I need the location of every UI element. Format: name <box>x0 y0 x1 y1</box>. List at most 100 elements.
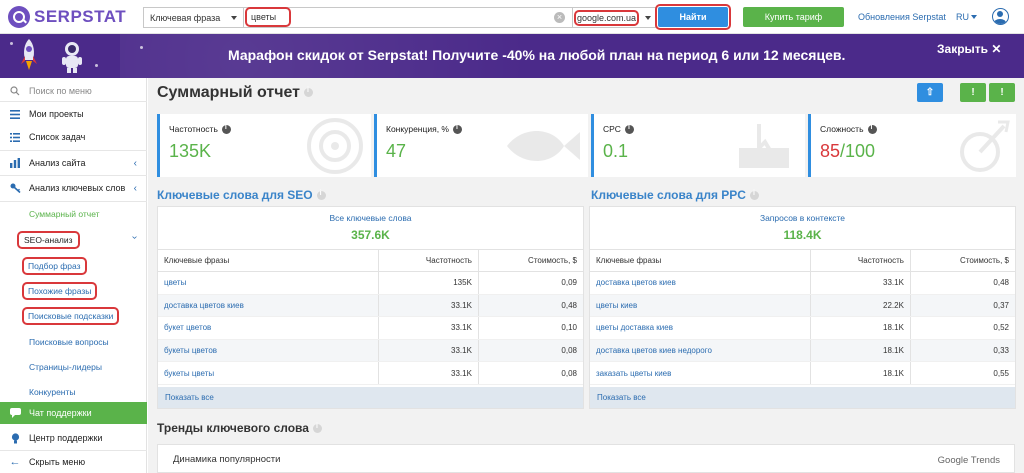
keyword-link[interactable]: заказать цветы киев <box>590 361 810 385</box>
sidebar-search-placeholder: Поиск по меню <box>29 86 92 96</box>
arrow-left-icon: ← <box>9 456 21 468</box>
sidebar-item-tasks[interactable]: Список задач <box>0 126 147 148</box>
feedback-button[interactable]: ! <box>989 83 1015 102</box>
ppc-show-all-link[interactable]: Показать все <box>590 387 1015 408</box>
hide-menu-button[interactable]: ← Скрыть меню <box>0 452 147 472</box>
target-icon <box>307 118 363 174</box>
keyword-link[interactable]: доставка цветов киев <box>590 271 810 295</box>
keyword-link[interactable]: цветы <box>158 271 378 295</box>
difficulty-value: 85 <box>820 141 841 161</box>
google-trends-logo: Google Trends <box>937 455 1000 466</box>
sidebar-item-label: Центр поддержки <box>29 433 103 443</box>
info-icon[interactable] <box>749 190 759 201</box>
language-value: RU <box>956 12 969 22</box>
language-select[interactable]: RU <box>956 12 977 22</box>
logo-text: SERPSTAT <box>34 7 127 26</box>
cost-cell: 0,09 <box>477 271 583 295</box>
search-type-label: Ключевая фраза <box>150 12 221 23</box>
sidebar-subitem-summary[interactable]: Суммарный отчет <box>29 209 100 219</box>
info-icon[interactable] <box>316 190 326 201</box>
arrow-target-icon <box>960 120 1010 172</box>
ppc-context-queries-link[interactable]: Запросов в контексте <box>759 213 846 223</box>
kpi-label: Сложность <box>820 124 877 135</box>
logo-icon <box>8 6 30 28</box>
info-icon[interactable] <box>312 423 322 434</box>
info-icon[interactable] <box>221 124 231 135</box>
serpstat-logo[interactable]: SERPSTAT <box>8 6 126 28</box>
keyword-link[interactable]: букеты цветов <box>158 339 378 363</box>
fish-icon <box>507 131 580 161</box>
top-bar: SERPSTAT Ключевая фраза цветы × google.c… <box>0 0 1024 34</box>
cost-cell: 0,55 <box>909 361 1015 385</box>
column-header[interactable]: Частотность <box>377 249 479 272</box>
info-icon[interactable] <box>304 87 314 98</box>
updates-link[interactable]: Обновления Serpstat <box>858 12 946 22</box>
sidebar-subitem-phrase-selection[interactable]: Подбор фраз <box>22 257 87 275</box>
column-header[interactable]: Стоимость, $ <box>909 249 1015 272</box>
star-decoration <box>95 64 98 67</box>
seo-show-all-link[interactable]: Показать все <box>158 387 583 408</box>
column-header[interactable]: Ключевые фразы <box>158 249 378 272</box>
list-icon <box>7 108 23 120</box>
column-header[interactable]: Ключевые фразы <box>590 249 810 272</box>
sidebar-item-site-analysis[interactable]: Анализ сайта ‹ <box>0 151 147 175</box>
seo-keywords-table: Ключевые фразы Частотность Стоимость, $ … <box>158 249 583 385</box>
table-row: доставка цветов киев 33.1K 0,48 <box>590 271 1015 295</box>
keyword-link[interactable]: букет цветов <box>158 316 378 340</box>
clear-icon[interactable]: × <box>554 12 565 23</box>
sidebar-subitem-seo-analysis[interactable]: SEO-анализ <box>17 231 80 249</box>
sidebar-search[interactable]: Поиск по меню <box>0 82 147 100</box>
upload-icon: ⇧ <box>925 87 935 98</box>
buy-plan-button[interactable]: Купить тариф <box>743 7 844 27</box>
search-type-select[interactable]: Ключевая фраза <box>144 8 244 27</box>
find-button[interactable]: Найти <box>655 4 731 30</box>
sidebar-subitem-similar-phrases[interactable]: Похожие фразы <box>21 282 98 300</box>
cursor-click-icon <box>739 124 789 168</box>
search-input[interactable]: цветы <box>245 7 291 27</box>
frequency-cell: 18.1K <box>809 361 911 385</box>
kpi-label: Частотность <box>169 124 231 135</box>
column-header[interactable]: Стоимость, $ <box>477 249 583 272</box>
info-icon[interactable] <box>624 124 634 135</box>
info-icon[interactable] <box>867 124 877 135</box>
table-header-row: Ключевые фразы Частотность Стоимость, $ <box>590 249 1015 272</box>
cost-cell: 0,08 <box>477 339 583 363</box>
sidebar-item-keyword-analysis[interactable]: Анализ ключевых слов ‹ <box>0 176 147 200</box>
seo-all-keywords-link[interactable]: Все ключевые слова <box>329 213 412 223</box>
user-icon[interactable] <box>992 8 1009 25</box>
frequency-cell: 33.1K <box>377 361 479 385</box>
sidebar-subitem-leader-pages[interactable]: Страницы-лидеры <box>29 362 102 372</box>
keyword-link[interactable]: цветы доставка киев <box>590 316 810 340</box>
chevron-left-icon: ‹ <box>133 157 137 169</box>
sidebar-subitem-search-suggestions[interactable]: Поисковые подсказки <box>21 307 120 325</box>
keyword-link[interactable]: цветы киев <box>590 294 810 318</box>
info-icon[interactable] <box>453 124 462 135</box>
sidebar: Поиск по меню Мои проекты Список задач А… <box>0 78 147 473</box>
table-row: цветы киев 22.2K 0,37 <box>590 294 1015 318</box>
kpi-value: 85/100 <box>820 141 875 162</box>
keyword-link[interactable]: доставка цветов киев <box>158 294 378 318</box>
divider <box>0 201 147 202</box>
kpi-value: 47 <box>386 141 407 161</box>
keyword-link[interactable]: букеты цветы <box>158 361 378 385</box>
banner-close-button[interactable]: Закрыть ✕ <box>937 42 1002 56</box>
export-button[interactable]: ⇧ <box>917 83 943 102</box>
database-select[interactable]: google.com.ua <box>572 8 655 27</box>
sidebar-item-projects[interactable]: Мои проекты <box>0 103 147 125</box>
banner-text: Марафон скидок от Serpstat! Получите -40… <box>228 47 846 63</box>
report-error-button[interactable]: ! <box>960 83 986 102</box>
keyword-link[interactable]: доставка цветов киев недорого <box>590 339 810 363</box>
star-decoration <box>140 46 143 49</box>
column-header[interactable]: Частотность <box>809 249 911 272</box>
chevron-down-icon[interactable]: ‹ <box>128 235 140 240</box>
frequency-cell: 33.1K <box>377 316 479 340</box>
table-row: доставка цветов киев 33.1K 0,48 <box>158 294 583 318</box>
table-row: букет цветов 33.1K 0,10 <box>158 316 583 340</box>
sidebar-subitem-search-questions[interactable]: Поисковые вопросы <box>29 337 109 347</box>
chat-support-button[interactable]: Чат поддержки <box>0 402 147 424</box>
sidebar-subitem-competitors[interactable]: Конкуренты <box>29 387 76 397</box>
frequency-cell: 18.1K <box>809 339 911 363</box>
kpi-label: CPC <box>603 124 634 135</box>
sidebar-item-support-center[interactable]: Центр поддержки <box>0 427 147 449</box>
kpi-value: 135K <box>169 141 212 161</box>
